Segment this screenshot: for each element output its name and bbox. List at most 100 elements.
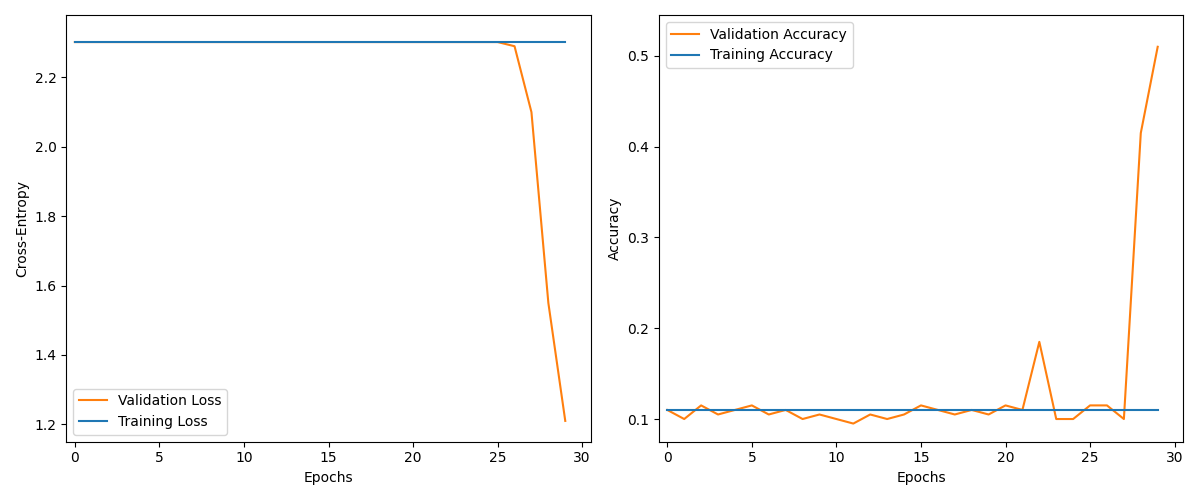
Validation Accuracy (1099, 402, 1114, 408)
Training Loss (236, 39, 251, 45)
Validation Accuracy (1082, 402, 1097, 408)
Validation Accuracy (727, 407, 742, 413)
Training Loss (491, 39, 505, 45)
Training Loss (136, 39, 150, 45)
Training Loss (422, 39, 437, 45)
Validation Loss (338, 39, 353, 45)
Training Accuracy (1151, 407, 1165, 413)
Validation Accuracy (948, 412, 962, 418)
Validation Loss (372, 39, 386, 45)
X-axis label: Epochs: Epochs (896, 471, 946, 485)
Training Accuracy (677, 407, 691, 413)
Validation Loss (102, 39, 116, 45)
Training Loss (84, 39, 98, 45)
Training Accuracy (796, 407, 810, 413)
Training Accuracy (727, 407, 742, 413)
Validation Accuracy (965, 407, 979, 413)
Training Accuracy (710, 407, 725, 413)
Training Loss (474, 39, 488, 45)
Validation Loss (305, 39, 319, 45)
Training Loss (288, 39, 302, 45)
Training Loss (119, 39, 133, 45)
Validation Accuracy (982, 412, 996, 418)
Training Accuracy (948, 407, 962, 413)
Training Loss (524, 39, 539, 45)
Validation Loss (136, 39, 150, 45)
Training Loss (169, 39, 184, 45)
Line: Validation Accuracy: Validation Accuracy (667, 47, 1158, 424)
Validation Loss (406, 39, 420, 45)
Validation Loss (439, 39, 454, 45)
Training Accuracy (846, 407, 860, 413)
Legend: Validation Loss, Training Loss: Validation Loss, Training Loss (73, 388, 227, 435)
Training Loss (220, 39, 234, 45)
Validation Loss (355, 39, 370, 45)
Validation Accuracy (762, 412, 776, 418)
Training Accuracy (863, 407, 877, 413)
Validation Accuracy (796, 416, 810, 422)
Training Accuracy (982, 407, 996, 413)
Validation Loss (558, 418, 572, 424)
Validation Loss (119, 39, 133, 45)
Training Loss (67, 39, 82, 45)
Training Accuracy (880, 407, 894, 413)
Validation Accuracy (998, 402, 1013, 408)
Training Loss (102, 39, 116, 45)
Legend: Validation Accuracy, Training Accuracy: Validation Accuracy, Training Accuracy (666, 22, 852, 68)
Validation Loss (541, 300, 556, 306)
Validation Accuracy (1032, 339, 1046, 345)
Training Loss (186, 39, 200, 45)
Training Loss (355, 39, 370, 45)
Training Loss (439, 39, 454, 45)
Training Accuracy (1134, 407, 1148, 413)
Training Loss (253, 39, 268, 45)
Validation Loss (186, 39, 200, 45)
Validation Accuracy (660, 407, 674, 413)
Validation Accuracy (880, 416, 894, 422)
Validation Loss (270, 39, 284, 45)
Training Loss (152, 39, 167, 45)
Line: Validation Loss: Validation Loss (74, 42, 565, 421)
Validation Loss (389, 39, 403, 45)
Validation Accuracy (846, 420, 860, 426)
Training Accuracy (965, 407, 979, 413)
Training Accuracy (1015, 407, 1030, 413)
Validation Accuracy (677, 416, 691, 422)
Validation Accuracy (896, 412, 911, 418)
Validation Accuracy (710, 412, 725, 418)
Y-axis label: Cross-Entropy: Cross-Entropy (16, 180, 29, 277)
Validation Loss (253, 39, 268, 45)
Validation Accuracy (1134, 130, 1148, 136)
Training Loss (372, 39, 386, 45)
Validation Accuracy (1049, 416, 1063, 422)
Training Loss (457, 39, 472, 45)
Validation Loss (322, 39, 336, 45)
Validation Loss (491, 39, 505, 45)
Validation Accuracy (1151, 44, 1165, 50)
Training Accuracy (1117, 407, 1132, 413)
X-axis label: Epochs: Epochs (304, 471, 353, 485)
Training Accuracy (1049, 407, 1063, 413)
Training Loss (203, 39, 217, 45)
Training Accuracy (762, 407, 776, 413)
Validation Loss (67, 39, 82, 45)
Validation Loss (220, 39, 234, 45)
Training Accuracy (1066, 407, 1080, 413)
Training Loss (406, 39, 420, 45)
Training Accuracy (931, 407, 946, 413)
Training Loss (322, 39, 336, 45)
Validation Accuracy (812, 412, 827, 418)
Validation Loss (236, 39, 251, 45)
Validation Loss (203, 39, 217, 45)
Training Accuracy (896, 407, 911, 413)
Training Accuracy (1032, 407, 1046, 413)
Training Loss (389, 39, 403, 45)
Validation Loss (508, 43, 522, 49)
Training Accuracy (779, 407, 793, 413)
Training Loss (541, 39, 556, 45)
Validation Accuracy (863, 412, 877, 418)
Training Accuracy (829, 407, 844, 413)
Training Accuracy (745, 407, 760, 413)
Training Accuracy (1099, 407, 1114, 413)
Validation Accuracy (1117, 416, 1132, 422)
